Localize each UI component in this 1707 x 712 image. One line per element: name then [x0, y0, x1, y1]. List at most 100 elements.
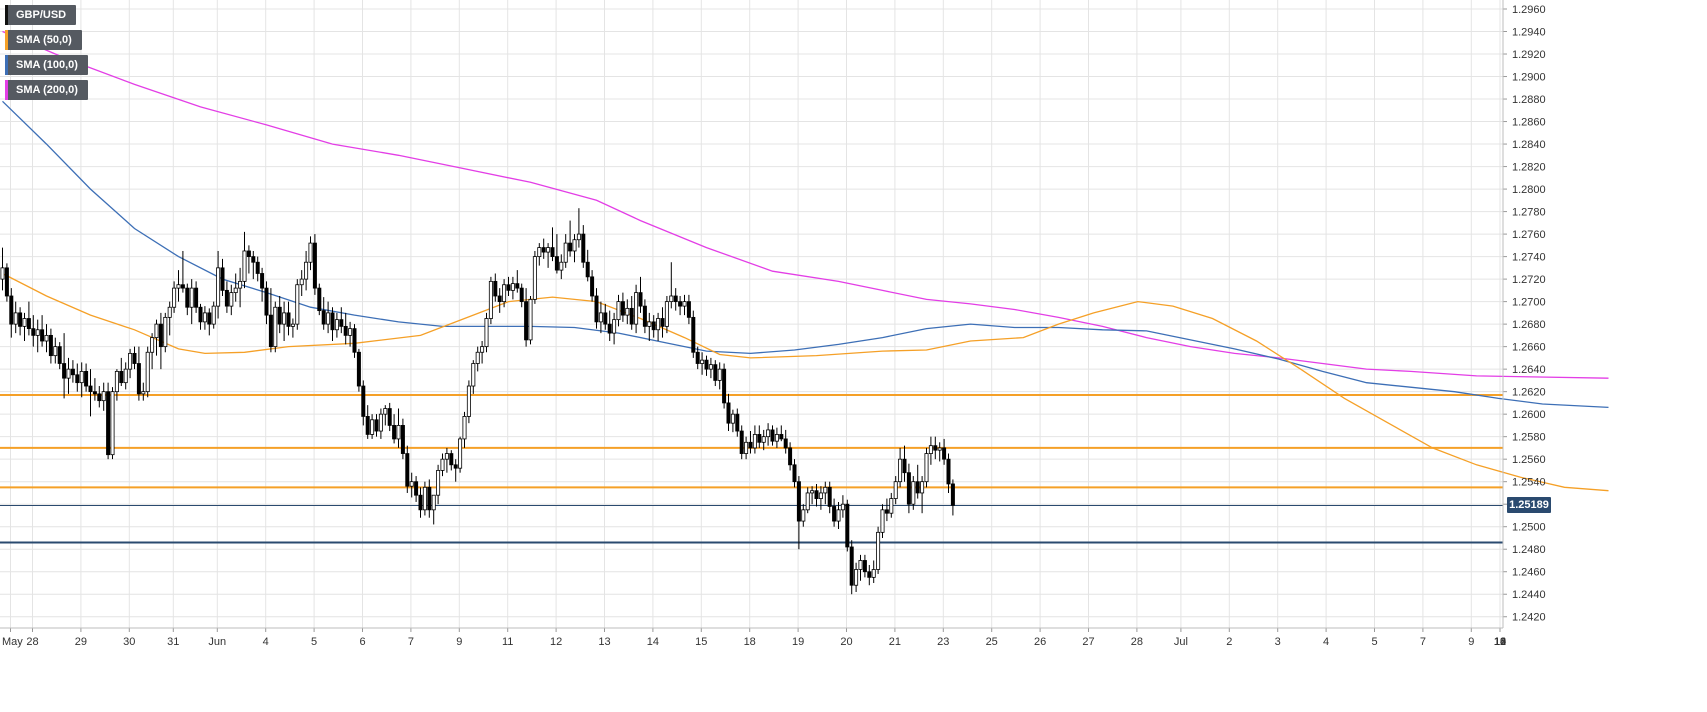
candle: [128, 348, 133, 379]
candle-body: [18, 312, 23, 327]
candle: [638, 276, 643, 313]
candle-body: [761, 436, 766, 443]
candle-body: [836, 509, 841, 522]
candle-body: [299, 278, 304, 286]
candle: [273, 301, 278, 353]
candle: [678, 295, 683, 316]
candle-body: [585, 261, 590, 278]
candle-body: [502, 284, 507, 303]
candle: [405, 445, 410, 493]
candle: [400, 418, 405, 460]
x-tick-label: 5: [311, 636, 317, 648]
candle: [722, 363, 727, 409]
candle-body: [0, 267, 5, 280]
candle-body: [229, 292, 234, 307]
candle: [286, 301, 291, 336]
candle: [766, 423, 771, 446]
candle-body: [735, 413, 740, 432]
candle: [246, 245, 251, 274]
legend-sma100[interactable]: SMA (100,0): [5, 55, 88, 75]
candle: [365, 405, 370, 439]
candle-body: [110, 391, 115, 456]
x-tick-label: Jul: [1174, 636, 1188, 648]
legend-swatch-symbol: [5, 5, 8, 25]
candle: [739, 425, 744, 460]
candle-body: [378, 413, 383, 432]
candle-body: [598, 312, 603, 323]
candle: [854, 562, 859, 592]
candle: [510, 276, 515, 300]
candle-body: [537, 247, 542, 258]
candle-body: [132, 352, 137, 364]
candle-body: [484, 318, 489, 348]
candle-body: [387, 408, 392, 426]
legend-sma50[interactable]: SMA (50,0): [5, 30, 82, 50]
candle-body: [871, 569, 876, 578]
y-tick-label: 1.2960: [1512, 4, 1546, 16]
candle: [862, 554, 867, 578]
candle-body: [189, 287, 194, 308]
y-tick-label: 1.2620: [1512, 387, 1546, 399]
candle-body: [436, 470, 441, 496]
candle-body: [902, 458, 907, 474]
candle-body: [528, 298, 533, 341]
candle-body: [216, 267, 221, 307]
candle-body: [233, 287, 238, 294]
candle: [453, 459, 458, 482]
candle: [242, 231, 247, 289]
candle-body: [106, 391, 111, 456]
candle-body: [933, 445, 938, 451]
candle: [590, 270, 595, 302]
sma50-line: [2, 272, 1609, 492]
candle: [832, 498, 837, 527]
candle: [893, 476, 898, 505]
candle-body: [475, 351, 480, 364]
candle: [779, 425, 784, 442]
candle: [528, 295, 533, 345]
candle: [950, 479, 955, 516]
candle-body: [590, 276, 595, 297]
x-tick-label: 3: [1275, 636, 1281, 648]
candle: [783, 429, 788, 454]
sma200-line: [2, 30, 1609, 379]
candle-body: [823, 486, 828, 494]
candle: [810, 486, 815, 505]
candle: [920, 476, 925, 514]
candle-body: [260, 273, 265, 289]
legend-sma200[interactable]: SMA (200,0): [5, 80, 88, 100]
legend-sma50-label: SMA (50,0): [16, 34, 72, 46]
candle: [792, 459, 797, 488]
x-tick-label: 14: [1494, 636, 1506, 648]
candle: [48, 328, 53, 364]
candle: [497, 288, 502, 313]
horizontal-levels: [0, 394, 1503, 544]
candle-body: [682, 301, 687, 307]
candle: [546, 243, 551, 268]
candle: [532, 250, 537, 304]
y-tick-label: 1.2560: [1512, 454, 1546, 466]
candle: [356, 348, 361, 392]
candle: [154, 319, 159, 356]
candle-body: [704, 359, 709, 370]
candle: [576, 208, 581, 248]
candle: [378, 408, 383, 439]
candle: [704, 355, 709, 376]
candle-body: [317, 287, 322, 312]
candle: [937, 442, 942, 462]
y-tick-label: 1.2920: [1512, 49, 1546, 61]
candle-body: [123, 368, 128, 384]
candle: [176, 270, 181, 302]
x-tick-label: 7: [408, 636, 414, 648]
candle-body: [62, 363, 67, 379]
candle-body: [651, 321, 656, 331]
candle: [84, 363, 89, 392]
candle: [370, 414, 375, 439]
legend-symbol[interactable]: GBP/USD: [5, 5, 77, 25]
candle-body: [713, 364, 718, 381]
candle: [488, 276, 493, 325]
candle-body: [31, 328, 36, 336]
candle-body: [845, 503, 850, 548]
candle: [229, 284, 234, 316]
candle-body: [207, 312, 212, 325]
